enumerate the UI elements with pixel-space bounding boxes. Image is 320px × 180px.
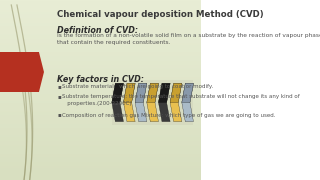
Polygon shape xyxy=(158,83,170,122)
Polygon shape xyxy=(170,83,182,102)
Text: Substrate material:  which are going to coat or modify.: Substrate material: which are going to c… xyxy=(62,84,213,89)
Polygon shape xyxy=(170,83,182,122)
Polygon shape xyxy=(182,83,194,122)
Text: Definition of CVD:: Definition of CVD: xyxy=(57,26,138,35)
Text: Substrate temperature: the temperature that substrate will not change its any ki: Substrate temperature: the temperature t… xyxy=(62,94,300,106)
Text: ▪: ▪ xyxy=(58,94,61,99)
Polygon shape xyxy=(124,83,135,102)
Polygon shape xyxy=(135,83,147,102)
Text: ▪: ▪ xyxy=(58,112,61,118)
Text: ▪: ▪ xyxy=(58,84,61,89)
Polygon shape xyxy=(135,83,147,122)
Polygon shape xyxy=(112,83,124,122)
Text: Chemical vapour deposition Method (CVD): Chemical vapour deposition Method (CVD) xyxy=(57,10,263,19)
Polygon shape xyxy=(124,83,135,122)
Polygon shape xyxy=(147,83,158,102)
Polygon shape xyxy=(112,83,124,102)
Polygon shape xyxy=(182,83,194,102)
Bar xyxy=(112,80,194,125)
Text: Key factors in CVD:: Key factors in CVD: xyxy=(57,75,144,84)
Polygon shape xyxy=(147,83,158,122)
Text: Is the formation of a non-volatile solid film on a substrate by the reaction of : Is the formation of a non-volatile solid… xyxy=(57,33,320,45)
Polygon shape xyxy=(0,52,44,92)
Polygon shape xyxy=(158,83,170,102)
Text: Composition of reaction gas Mixture: which type of gas we are going to used.: Composition of reaction gas Mixture: whi… xyxy=(62,112,276,118)
